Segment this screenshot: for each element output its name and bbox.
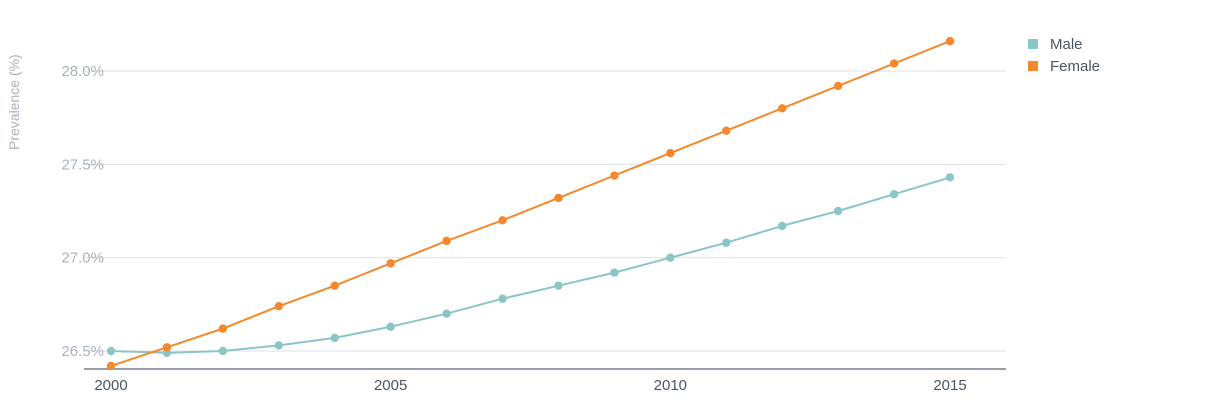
x-tick-label: 2015 [933,377,966,394]
y-tick-label: 27.5% [61,156,104,173]
data-point-female [833,81,843,91]
legend-item-female[interactable]: Female [1028,55,1100,77]
data-point-male [945,173,955,182]
data-point-male [610,268,619,277]
data-point-female [666,148,675,158]
y-tick-label: 28.0% [61,63,104,80]
data-point-female [386,259,395,268]
data-point-male [833,206,843,216]
data-point-female [610,171,619,180]
data-point-male [106,346,116,356]
data-point-female [274,302,283,311]
data-point-male [498,294,507,303]
data-point-female [106,361,116,371]
data-point-female [218,324,228,333]
data-point-female [945,36,955,46]
data-point-female [722,126,731,135]
data-point-female [162,343,172,352]
y-tick-label: 26.5% [61,343,104,360]
x-tick-label: 2010 [654,377,687,394]
legend: Male Female [1028,33,1100,77]
data-point-male [386,322,395,331]
series-line-male [110,176,951,354]
data-point-female [778,104,787,113]
data-point-female [554,193,563,203]
x-tick-label: 2000 [94,377,127,394]
data-point-male [442,309,451,318]
data-point-male [218,346,228,356]
legend-swatch-male [1028,39,1038,49]
data-point-male [778,221,787,231]
data-point-male [554,281,563,290]
series-line-female [110,40,951,367]
data-point-female [498,216,507,225]
x-tick-label: 2005 [374,377,407,394]
legend-swatch-female [1028,61,1038,71]
data-point-female [889,59,899,68]
data-point-female [330,281,339,290]
data-point-male [330,333,339,343]
y-tick-label: 27.0% [61,250,104,267]
data-point-male [889,190,899,199]
legend-item-male[interactable]: Male [1028,33,1100,55]
data-point-male [274,341,283,350]
legend-label-male: Male [1050,35,1083,53]
data-point-female [442,236,451,246]
data-point-male [666,253,675,262]
legend-label-female: Female [1050,57,1101,75]
data-point-male [722,238,731,247]
